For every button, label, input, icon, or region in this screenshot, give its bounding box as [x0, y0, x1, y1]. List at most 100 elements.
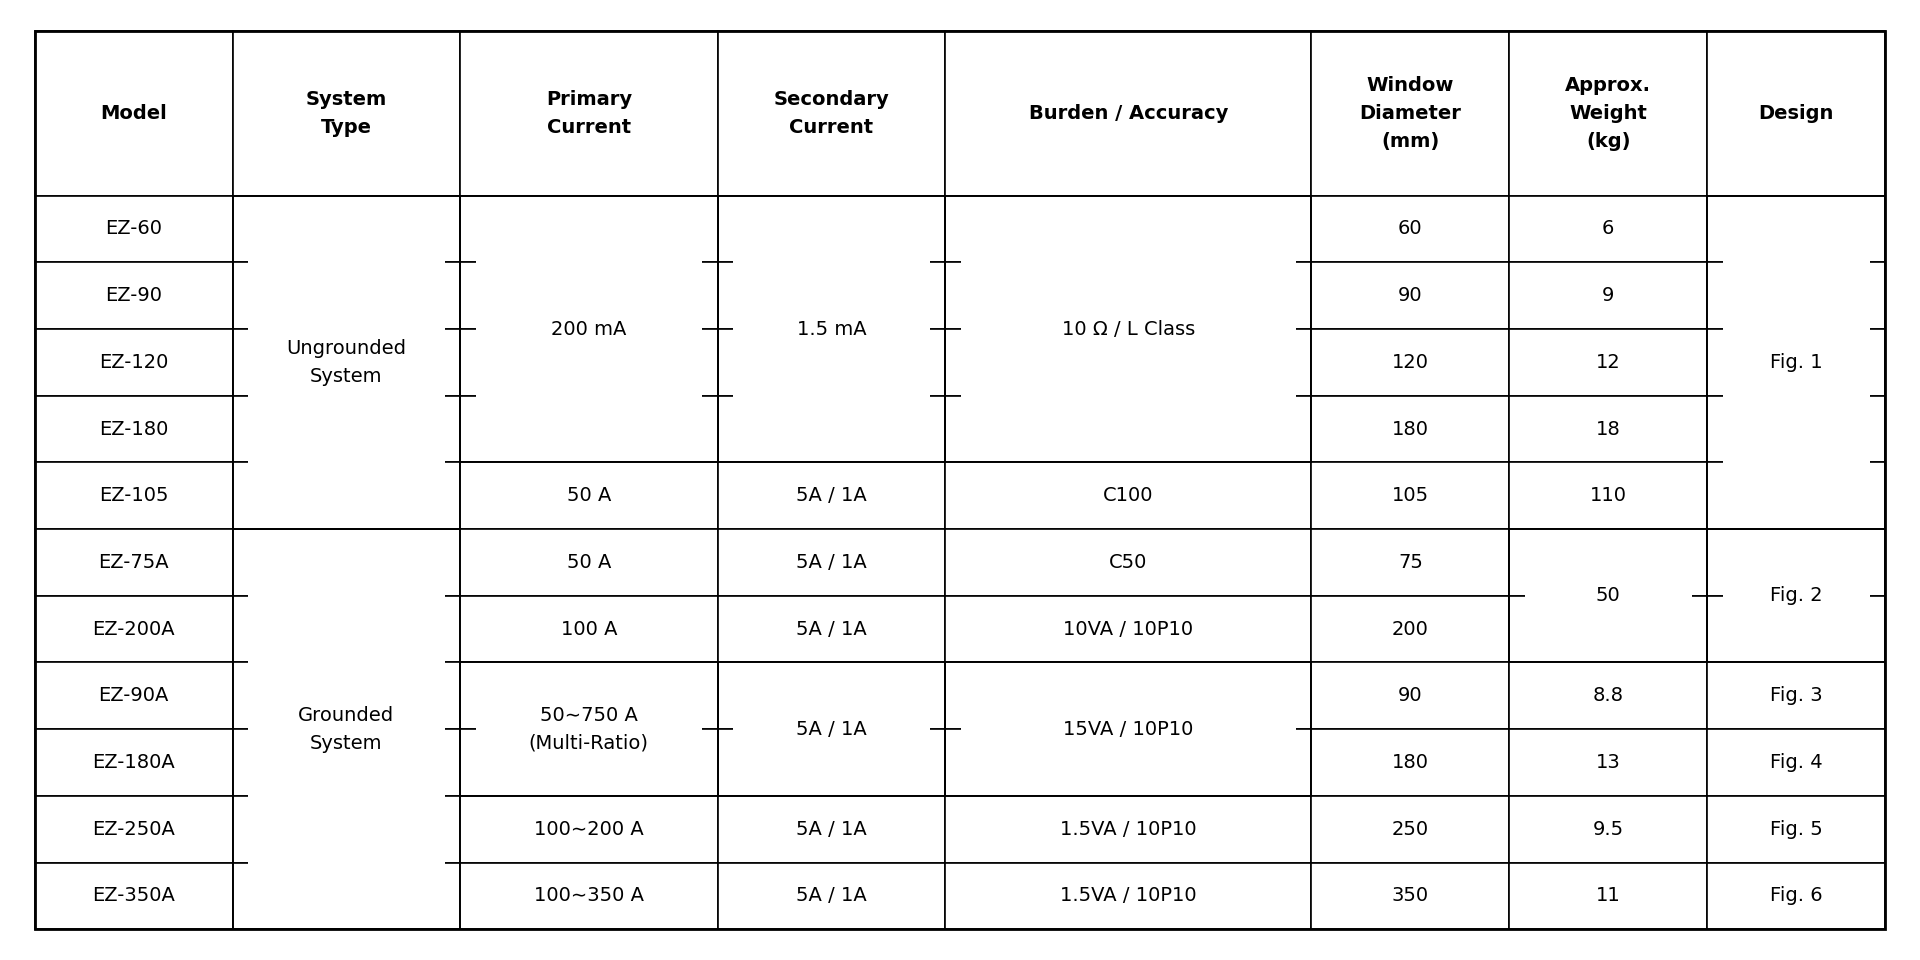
Bar: [232, 463, 461, 529]
Text: 60: 60: [1398, 220, 1423, 238]
Bar: [1707, 262, 1885, 329]
Text: Window
Diameter
(mm): Window Diameter (mm): [1359, 76, 1461, 151]
Bar: [461, 796, 718, 863]
Text: 200: 200: [1392, 619, 1428, 638]
Bar: [1707, 863, 1885, 929]
Bar: [1707, 463, 1885, 529]
Text: 5A / 1A: 5A / 1A: [797, 553, 866, 572]
Text: 5A / 1A: 5A / 1A: [797, 886, 866, 905]
Text: 350: 350: [1392, 886, 1428, 905]
Text: 18: 18: [1596, 420, 1620, 439]
Bar: [1707, 196, 1885, 529]
Text: 50∼750 A
(Multi-Ratio): 50∼750 A (Multi-Ratio): [528, 706, 649, 753]
Bar: [461, 662, 718, 796]
Text: EZ-90: EZ-90: [106, 286, 161, 305]
Bar: [718, 662, 945, 796]
Bar: [1509, 796, 1707, 863]
Bar: [945, 262, 1311, 329]
Text: System
Type: System Type: [305, 89, 388, 136]
Bar: [35, 730, 232, 796]
Bar: [945, 662, 1311, 730]
Text: EZ-180A: EZ-180A: [92, 753, 175, 772]
Bar: [718, 31, 945, 196]
Bar: [945, 863, 1311, 929]
Text: EZ-200A: EZ-200A: [92, 619, 175, 638]
Text: 1.5VA / 10P10: 1.5VA / 10P10: [1060, 820, 1196, 839]
Bar: [461, 196, 718, 463]
Text: Burden / Accuracy: Burden / Accuracy: [1029, 104, 1229, 123]
Text: EZ-350A: EZ-350A: [92, 886, 175, 905]
Text: Ungrounded
System: Ungrounded System: [286, 339, 407, 386]
Text: C100: C100: [1102, 487, 1154, 505]
Text: 200 mA: 200 mA: [551, 320, 626, 339]
Bar: [718, 396, 945, 463]
Bar: [232, 730, 461, 796]
Bar: [1311, 196, 1509, 262]
Bar: [945, 596, 1311, 662]
Bar: [35, 529, 232, 596]
Text: Secondary
Current: Secondary Current: [774, 89, 889, 136]
Text: 105: 105: [1392, 487, 1428, 505]
Text: 75: 75: [1398, 553, 1423, 572]
Text: Fig. 1: Fig. 1: [1770, 353, 1822, 372]
Bar: [461, 196, 718, 262]
Bar: [1311, 396, 1509, 463]
Bar: [1509, 730, 1707, 796]
Bar: [1311, 863, 1509, 929]
Bar: [1509, 329, 1707, 396]
Text: Model: Model: [100, 104, 167, 123]
Text: 9.5: 9.5: [1594, 820, 1624, 839]
Text: 1.5VA / 10P10: 1.5VA / 10P10: [1060, 886, 1196, 905]
Bar: [718, 796, 945, 863]
Bar: [1509, 662, 1707, 730]
Bar: [733, 670, 929, 788]
Bar: [232, 396, 461, 463]
Bar: [461, 596, 718, 662]
Bar: [718, 863, 945, 929]
Bar: [718, 196, 945, 463]
Bar: [1311, 796, 1509, 863]
Text: 120: 120: [1392, 353, 1428, 372]
Text: 1.5 mA: 1.5 mA: [797, 320, 866, 339]
Text: 11: 11: [1596, 886, 1620, 905]
Bar: [945, 196, 1311, 262]
Bar: [232, 196, 461, 262]
Text: 9: 9: [1601, 286, 1615, 305]
Bar: [733, 204, 929, 455]
Bar: [35, 463, 232, 529]
Text: 100∼350 A: 100∼350 A: [534, 886, 643, 905]
Text: 50 A: 50 A: [566, 487, 611, 505]
Text: 10 Ω / L Class: 10 Ω / L Class: [1062, 320, 1194, 339]
Bar: [1311, 596, 1509, 662]
Bar: [1311, 730, 1509, 796]
Text: 100∼200 A: 100∼200 A: [534, 820, 643, 839]
Bar: [461, 863, 718, 929]
Text: 250: 250: [1392, 820, 1428, 839]
Bar: [945, 396, 1311, 463]
Bar: [248, 204, 445, 521]
Bar: [461, 529, 718, 596]
Bar: [232, 329, 461, 396]
Bar: [232, 662, 461, 730]
Bar: [1311, 262, 1509, 329]
Bar: [1311, 529, 1509, 596]
Text: EZ-120: EZ-120: [98, 353, 169, 372]
Bar: [1509, 31, 1707, 196]
Bar: [1509, 863, 1707, 929]
Bar: [960, 204, 1296, 455]
Bar: [945, 196, 1311, 463]
Text: Fig. 4: Fig. 4: [1770, 753, 1822, 772]
Bar: [718, 662, 945, 730]
Text: 13: 13: [1596, 753, 1620, 772]
Bar: [1311, 31, 1509, 196]
Bar: [1722, 537, 1870, 655]
Bar: [1509, 529, 1707, 662]
Bar: [1509, 262, 1707, 329]
Bar: [1707, 529, 1885, 596]
Bar: [248, 537, 445, 922]
Text: EZ-60: EZ-60: [106, 220, 161, 238]
Bar: [718, 329, 945, 396]
Bar: [1509, 396, 1707, 463]
Bar: [232, 196, 461, 529]
Text: 5A / 1A: 5A / 1A: [797, 820, 866, 839]
